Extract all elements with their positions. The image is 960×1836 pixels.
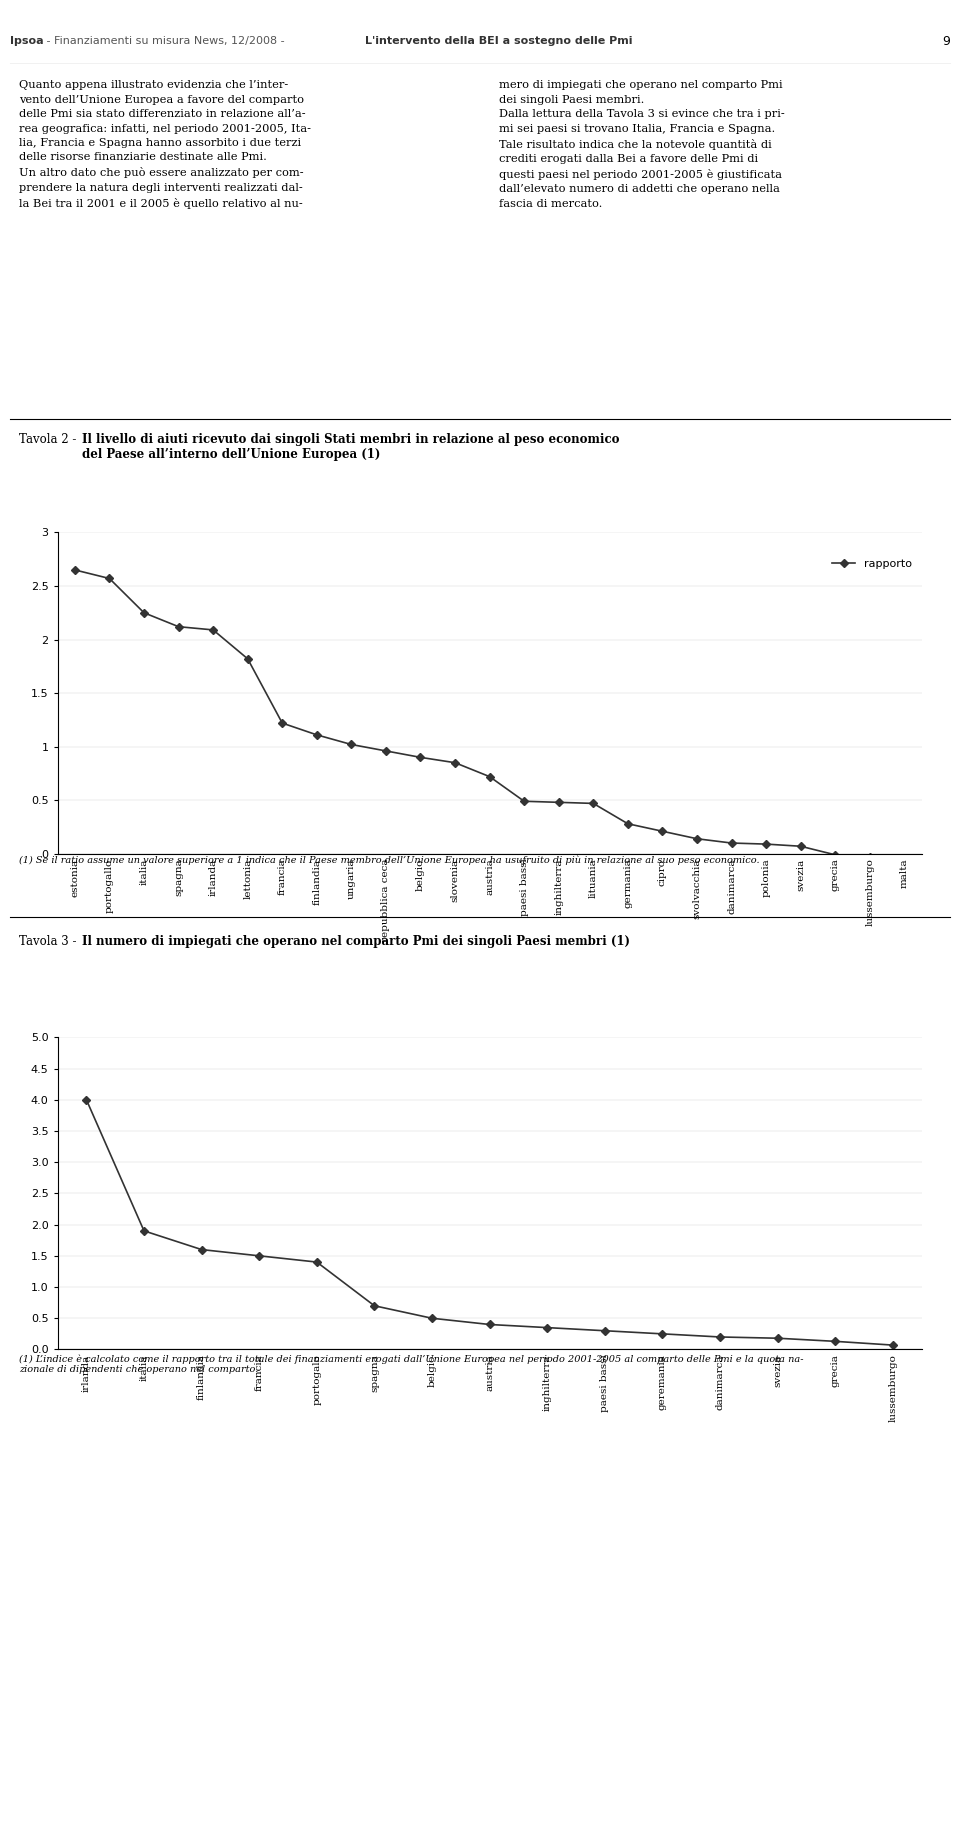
- Text: Ipsoa: Ipsoa: [10, 37, 43, 46]
- Text: L'intervento della BEI a sostegno delle Pmi: L'intervento della BEI a sostegno delle …: [365, 37, 633, 46]
- Text: mero di impiegati che operano nel comparto Pmi
dei singoli Paesi membri.
Dalla l: mero di impiegati che operano nel compar…: [499, 81, 785, 209]
- Text: Quanto appena illustrato evidenzia che l’inter-
vento dell’Unione Europea a favo: Quanto appena illustrato evidenzia che l…: [19, 81, 311, 209]
- Legend: rapporto: rapporto: [828, 554, 916, 573]
- Text: (1) Se il ratio assume un valore superiore a 1 indica che il Paese membro dell’U: (1) Se il ratio assume un valore superio…: [19, 856, 759, 865]
- Text: Tavola 2 -: Tavola 2 -: [19, 433, 81, 446]
- Text: Il numero di impiegati che operano nel comparto Pmi dei singoli Paesi membri (1): Il numero di impiegati che operano nel c…: [82, 935, 630, 947]
- Text: - Finanziamenti su misura News, 12/2008 -: - Finanziamenti su misura News, 12/2008 …: [43, 37, 288, 46]
- Text: Tavola 3 -: Tavola 3 -: [19, 935, 81, 947]
- Text: 9: 9: [943, 35, 950, 48]
- Text: (1) L’indice è calcolato come il rapporto tra il totale dei finanziamenti erogat: (1) L’indice è calcolato come il rapport…: [19, 1353, 804, 1373]
- Text: Il livello di aiuti ricevuto dai singoli Stati membri in relazione al peso econo: Il livello di aiuti ricevuto dai singoli…: [82, 433, 619, 461]
